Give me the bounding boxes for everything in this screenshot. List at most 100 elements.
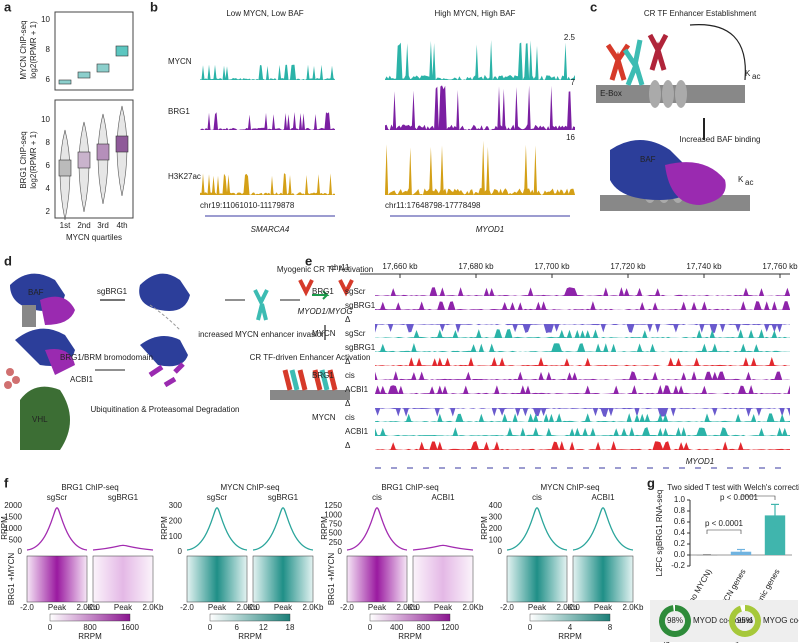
sig-bracket bbox=[706, 529, 742, 534]
y-axis-label: log2(RPMR + 1) bbox=[29, 21, 38, 79]
track-label: MYCN bbox=[168, 57, 192, 66]
label: Ubiquitination & Proteasomal Degradation bbox=[91, 405, 240, 414]
x-tick-label: Peak bbox=[368, 603, 387, 612]
box bbox=[115, 45, 129, 57]
y-tick-label: 200 bbox=[489, 524, 503, 533]
box bbox=[58, 159, 72, 177]
y-axis-label: L2FC sgBRG1 RNA-seq bbox=[655, 490, 664, 577]
signal-track bbox=[375, 324, 790, 333]
schematic-d bbox=[4, 273, 354, 450]
y-tick-label: 1250 bbox=[324, 501, 342, 510]
y-tick-label: 0.8 bbox=[674, 506, 686, 515]
profile bbox=[92, 544, 154, 551]
x-tick-label: Peak bbox=[434, 603, 453, 612]
column-label: sgBRG1 bbox=[268, 493, 299, 502]
ruler-label: 17,720 kb bbox=[610, 262, 646, 271]
label: f bbox=[4, 475, 9, 490]
chart-title: Two sided T test with Welch's correction bbox=[667, 483, 799, 492]
scale-label: 16 bbox=[566, 133, 575, 142]
track-label: BRG1 bbox=[168, 107, 190, 116]
signal-track bbox=[375, 427, 790, 436]
label: d bbox=[4, 253, 12, 268]
y-axis-label: RRPM bbox=[320, 516, 329, 540]
signal-track bbox=[200, 112, 335, 130]
x-tick-label: -2.0 bbox=[406, 603, 420, 612]
colorbar bbox=[209, 613, 291, 622]
ruler-label: 17,700 kb bbox=[534, 262, 570, 271]
x-tick-label: 2.0Kb bbox=[237, 603, 258, 612]
label: CR TF-driven Enhancer Activation bbox=[250, 353, 371, 362]
y-axis-label: MYCN ChIP-seq bbox=[19, 20, 28, 79]
annotation: p < 0.0001 bbox=[720, 493, 759, 502]
box bbox=[96, 143, 110, 161]
signal-track bbox=[385, 40, 575, 80]
x-tick-label: -2.0 bbox=[340, 603, 354, 612]
box bbox=[77, 151, 91, 169]
label: ac bbox=[745, 178, 753, 187]
y-tick-label: 300 bbox=[489, 513, 503, 522]
x-tick-label: Peak bbox=[274, 603, 293, 612]
column-label: cis bbox=[372, 493, 382, 502]
x-tick-label: 4th bbox=[116, 221, 127, 230]
y-tick-label: 400 bbox=[489, 501, 503, 510]
colorbar bbox=[529, 613, 611, 622]
y-axis-label: RRPM bbox=[160, 516, 169, 540]
y-tick-label: 4 bbox=[46, 184, 51, 193]
y-tick-label: 300 bbox=[169, 501, 183, 510]
x-tick-label: -2.0 bbox=[246, 603, 260, 612]
data-label: 95% bbox=[737, 616, 753, 625]
y-tick-label: -0.2 bbox=[671, 561, 685, 570]
donut-label: MYOG co-bound bbox=[763, 616, 799, 625]
profile bbox=[26, 507, 88, 551]
y-tick-label: 6 bbox=[46, 161, 51, 170]
block-title: MYCN ChIP-seq bbox=[540, 483, 599, 492]
chrom-label: chr11 bbox=[330, 263, 350, 272]
y-tick-label: 0 bbox=[178, 547, 183, 556]
colorbar-label: 400 bbox=[390, 623, 404, 632]
signal-track bbox=[375, 287, 790, 296]
label: Increased BAF binding bbox=[680, 135, 761, 144]
signal-track bbox=[375, 371, 790, 380]
ruler-label: 17,760 kb bbox=[762, 262, 798, 271]
y-tick-label: 0.4 bbox=[674, 528, 686, 537]
label: BRG1/BRM bromodomain bbox=[60, 353, 153, 362]
colorbar-unit: RRPM bbox=[398, 632, 422, 641]
column-label: ACBI1 bbox=[431, 493, 455, 502]
label: g bbox=[647, 475, 655, 490]
y-tick-label: 8 bbox=[46, 138, 51, 147]
colorbar-label: 800 bbox=[417, 623, 431, 632]
x-tick-label: 2.0Kb bbox=[623, 603, 644, 612]
donut-arc bbox=[729, 605, 761, 637]
x-tick-label: 2.0Kb bbox=[303, 603, 324, 612]
y-tick-label: 250 bbox=[329, 538, 343, 547]
label: b bbox=[150, 0, 158, 14]
x-tick-label: Peak bbox=[528, 603, 547, 612]
track-group: MYCN bbox=[312, 329, 336, 338]
track-label: sgBRG1 bbox=[345, 343, 376, 352]
y-tick-label: 1.0 bbox=[674, 495, 686, 504]
colorbar bbox=[49, 613, 131, 622]
scale-label: 7 bbox=[571, 78, 576, 87]
title: CR TF Enhancer Establishment bbox=[644, 9, 757, 18]
x-tick-label: 2nd bbox=[77, 221, 90, 230]
box bbox=[115, 135, 129, 153]
column-label: cis bbox=[532, 493, 542, 502]
track-label: Δ bbox=[345, 315, 351, 324]
axis-box bbox=[54, 99, 134, 219]
profile bbox=[346, 507, 408, 551]
label: e bbox=[305, 253, 312, 268]
colorbar-label: 0 bbox=[48, 623, 53, 632]
x-tick-label: -2.0 bbox=[566, 603, 580, 612]
colorbar-unit: RRPM bbox=[78, 632, 102, 641]
label: Myogenic CR TF Activation bbox=[277, 265, 373, 274]
track-label: sgScr bbox=[345, 329, 366, 338]
y-axis-label: log2(RPMR + 1) bbox=[29, 131, 38, 189]
column-label: sgScr bbox=[47, 493, 68, 502]
x-tick-label: Peak bbox=[594, 603, 613, 612]
y-tick-label: 1000 bbox=[4, 524, 22, 533]
x-tick-label: Peak bbox=[114, 603, 133, 612]
x-tick-label: 2.0Kb bbox=[557, 603, 578, 612]
colorbar-unit: RRPM bbox=[558, 632, 582, 641]
colorbar-unit: RRPM bbox=[238, 632, 262, 641]
